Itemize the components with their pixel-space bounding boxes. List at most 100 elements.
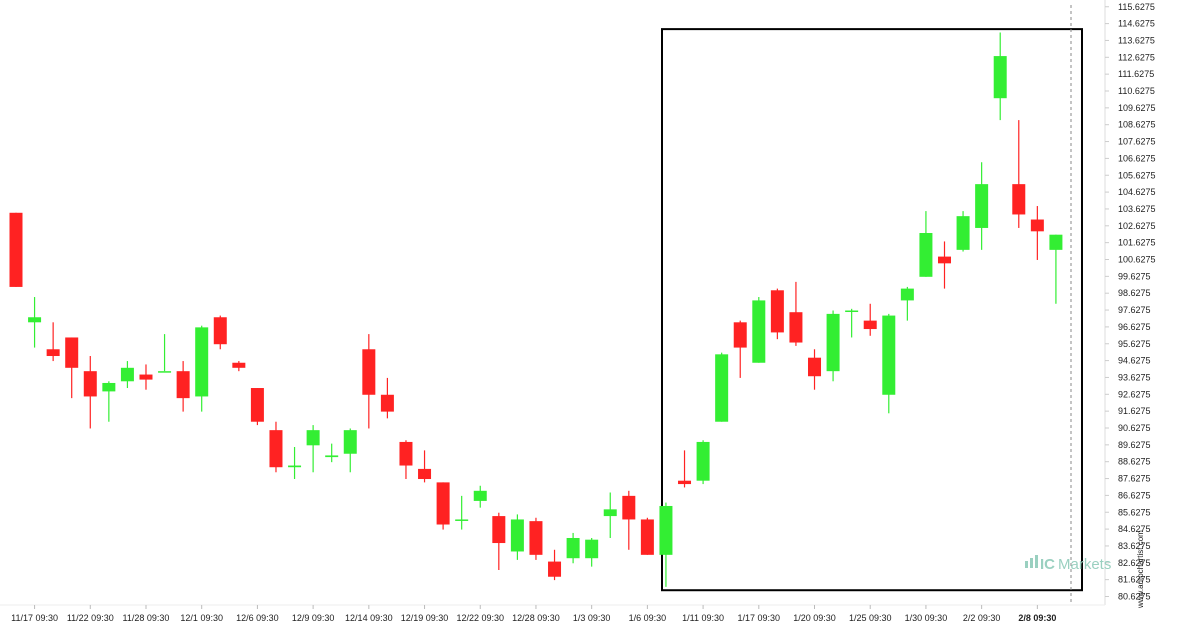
candle	[975, 162, 989, 250]
pattern-box	[661, 28, 1083, 592]
x-axis-ticks: 11/17 09:30 11/22 09:30 11/28 09:30 12/1 09…	[0, 604, 1105, 623]
brand-prefix: IC	[1040, 556, 1055, 573]
y-tick-label: 90.6275	[1118, 423, 1151, 433]
candle	[659, 502, 673, 587]
candle	[956, 211, 970, 252]
candle	[250, 388, 264, 426]
candle-body	[993, 56, 1007, 99]
candle	[733, 320, 747, 378]
candle	[65, 337, 79, 399]
x-tick-label: 12/6 09:30	[236, 613, 279, 623]
x-tick-label: 12/19 09:30	[401, 613, 449, 623]
y-axis-ticks: 80.6275 81.6275 82.6275 83.6275 84.6275 85.62…	[1105, 2, 1156, 602]
y-tick-label: 99.6275	[1118, 271, 1151, 281]
candle	[399, 440, 413, 480]
x-tick-label: 2/2 09:30	[963, 613, 1001, 623]
candle-body	[1030, 219, 1044, 232]
candle-body	[622, 495, 636, 520]
candle-body	[46, 349, 60, 357]
x-tick-label: 12/9 09:30	[292, 613, 335, 623]
candle	[938, 241, 951, 289]
brand-bar-icon	[1035, 555, 1038, 568]
candle-body	[288, 465, 302, 468]
candle-body	[362, 349, 376, 395]
x-tick-label: 1/30 09:30	[905, 613, 948, 623]
candle-body	[752, 300, 766, 363]
y-tick-label: 105.6275	[1118, 170, 1156, 180]
candle-body	[473, 490, 487, 501]
candle-body	[529, 521, 543, 555]
candle-body	[900, 288, 914, 301]
y-tick-label: 111.6275	[1118, 69, 1154, 79]
y-tick-label: 89.6275	[1118, 440, 1151, 450]
y-tick-label: 103.6275	[1118, 204, 1156, 214]
brand-bar-icon	[1030, 558, 1033, 568]
candle	[232, 361, 246, 372]
candle-body	[678, 480, 692, 485]
candle-body	[789, 312, 803, 343]
candle	[696, 440, 710, 485]
candle	[585, 537, 599, 567]
candle	[789, 281, 803, 346]
y-tick-label: 106.6275	[1118, 153, 1156, 163]
x-tick-label: 11/22 09:30	[67, 613, 114, 623]
x-tick-label: 1/17 09:30	[738, 613, 781, 623]
candle-body	[250, 388, 264, 422]
candle-body	[28, 317, 42, 323]
candle	[139, 364, 153, 390]
candle-body	[603, 509, 617, 517]
candle-body	[399, 441, 413, 466]
candle	[845, 308, 859, 338]
candle-body	[733, 322, 747, 348]
y-tick-label: 80.6275	[1118, 592, 1151, 602]
y-tick-label: 107.6275	[1118, 137, 1156, 147]
candle	[492, 512, 506, 571]
pattern-box-layer	[661, 5, 1083, 605]
candle-body	[566, 537, 580, 559]
x-tick-label: 12/14 09:30	[345, 613, 393, 623]
y-tick-label: 93.6275	[1118, 372, 1151, 382]
x-tick-label: 1/3 09:30	[573, 613, 611, 623]
candle-body	[232, 362, 246, 368]
y-tick-label: 84.6275	[1118, 524, 1151, 534]
y-tick-label: 112.6275	[1118, 52, 1155, 62]
y-tick-label: 96.6275	[1118, 322, 1151, 332]
candle-body	[975, 184, 989, 228]
candle-body	[492, 516, 506, 544]
y-tick-label: 98.6275	[1118, 288, 1151, 298]
candle	[455, 495, 469, 530]
candles-layer	[9, 32, 1063, 587]
y-tick-label: 101.6275	[1118, 238, 1156, 248]
candle	[158, 334, 172, 373]
y-tick-label: 92.6275	[1118, 389, 1151, 399]
candle	[863, 303, 877, 336]
candle	[102, 381, 116, 422]
candle-body	[659, 505, 673, 555]
candle-body	[269, 430, 283, 468]
candle-body	[640, 519, 654, 555]
candle-body	[195, 327, 209, 397]
y-tick-label: 82.6275	[1118, 558, 1151, 568]
candle	[529, 517, 543, 560]
candle	[548, 549, 562, 581]
candle	[343, 428, 357, 473]
y-tick-label: 108.6275	[1118, 120, 1156, 130]
candle	[306, 425, 320, 473]
candle-body	[715, 354, 729, 422]
candle	[83, 356, 97, 429]
candle	[213, 315, 227, 350]
x-tick-label: 1/25 09:30	[849, 613, 892, 623]
candle	[120, 361, 134, 389]
y-tick-label: 86.6275	[1118, 490, 1151, 500]
brand-bar-icon	[1025, 561, 1028, 568]
x-tick-label: 12/28 09:30	[512, 613, 560, 623]
candle-body	[510, 519, 524, 552]
x-tick-label: 11/28 09:30	[123, 613, 170, 623]
y-tick-label: 95.6275	[1118, 339, 1151, 349]
candle	[566, 532, 580, 564]
candle-body	[585, 539, 599, 559]
y-tick-label: 115.6275	[1118, 2, 1155, 12]
candle	[752, 297, 766, 363]
candle	[770, 288, 784, 340]
y-tick-label: 97.6275	[1118, 305, 1151, 315]
